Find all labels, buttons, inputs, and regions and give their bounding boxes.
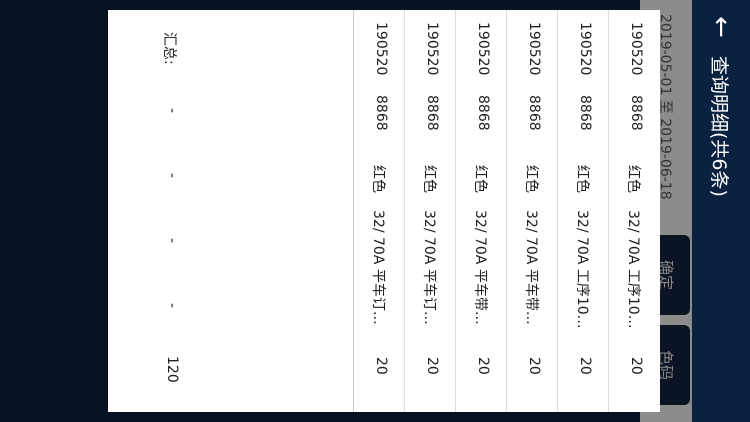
table-cell: 20 [475,357,491,375]
table-cell: 红色 [370,165,386,193]
table-row[interactable]: 190520 8868 红色 32/ 70A 平车订… 20 [353,10,405,412]
header: ← 查询明细(共6条) [692,0,750,422]
table-cell: 20 [373,357,389,375]
summary-row: 汇总: - - - - 120 [140,10,180,412]
table-cell: 32/ 70A 工序10… [625,210,641,329]
table-row[interactable]: 190520 8868 红色 32/ 70A 工序10… 20 [557,10,609,412]
table-cell: 190520 [475,22,491,76]
table-cell: 红色 [625,165,641,193]
back-arrow-icon[interactable]: ← [706,16,736,38]
table-row[interactable]: 190520 8868 红色 32/ 70A 平车带… 20 [455,10,507,412]
table-cell: 190520 [526,22,542,76]
table-row[interactable]: 190520 8868 红色 32/ 70A 工序10… 20 [608,10,660,412]
table-cell: 190520 [577,22,593,76]
table-cell: 8868 [373,95,389,131]
table-cell: 190520 [628,22,644,76]
summary-label: 汇总: [161,32,177,65]
summary-cell: - [164,108,180,114]
table-cell: 20 [577,357,593,375]
table-cell: 红色 [472,165,488,193]
summary-total: 120 [164,356,180,383]
summary-cell: - [164,303,180,309]
page-title: 查询明细(共6条) [708,56,731,197]
table-cell: 红色 [523,165,539,193]
table-cell: 8868 [475,95,491,131]
table-cell: 190520 [373,22,389,76]
summary-cell: - [164,238,180,244]
table-cell: 32/ 70A 工序10… [574,210,590,329]
table-cell: 190520 [424,22,440,76]
table-cell: 32/ 70A 平车订… [421,210,437,325]
summary-cell: - [164,173,180,179]
table-cell: 8868 [628,95,644,131]
table-row[interactable]: 190520 8868 红色 32/ 70A 平车订… 20 [404,10,456,412]
table-cell: 20 [424,357,440,375]
table-cell: 32/ 70A 平车订… [370,210,386,325]
table-cell: 8868 [526,95,542,131]
table-cell: 红色 [421,165,437,193]
table-cell: 32/ 70A 平车带… [472,210,488,325]
table-cell: 8868 [577,95,593,131]
detail-dialog: 汇总: - - - - 120 190520 8868 红色 32/ 70A 工序10… [108,10,660,412]
table-cell: 32/ 70A 平车带… [523,210,539,325]
table-cell: 20 [526,357,542,375]
table-cell: 红色 [574,165,590,193]
table-cell: 20 [628,357,644,375]
table-cell: 8868 [424,95,440,131]
table-row[interactable]: 190520 8868 红色 32/ 70A 平车带… 20 [506,10,558,412]
